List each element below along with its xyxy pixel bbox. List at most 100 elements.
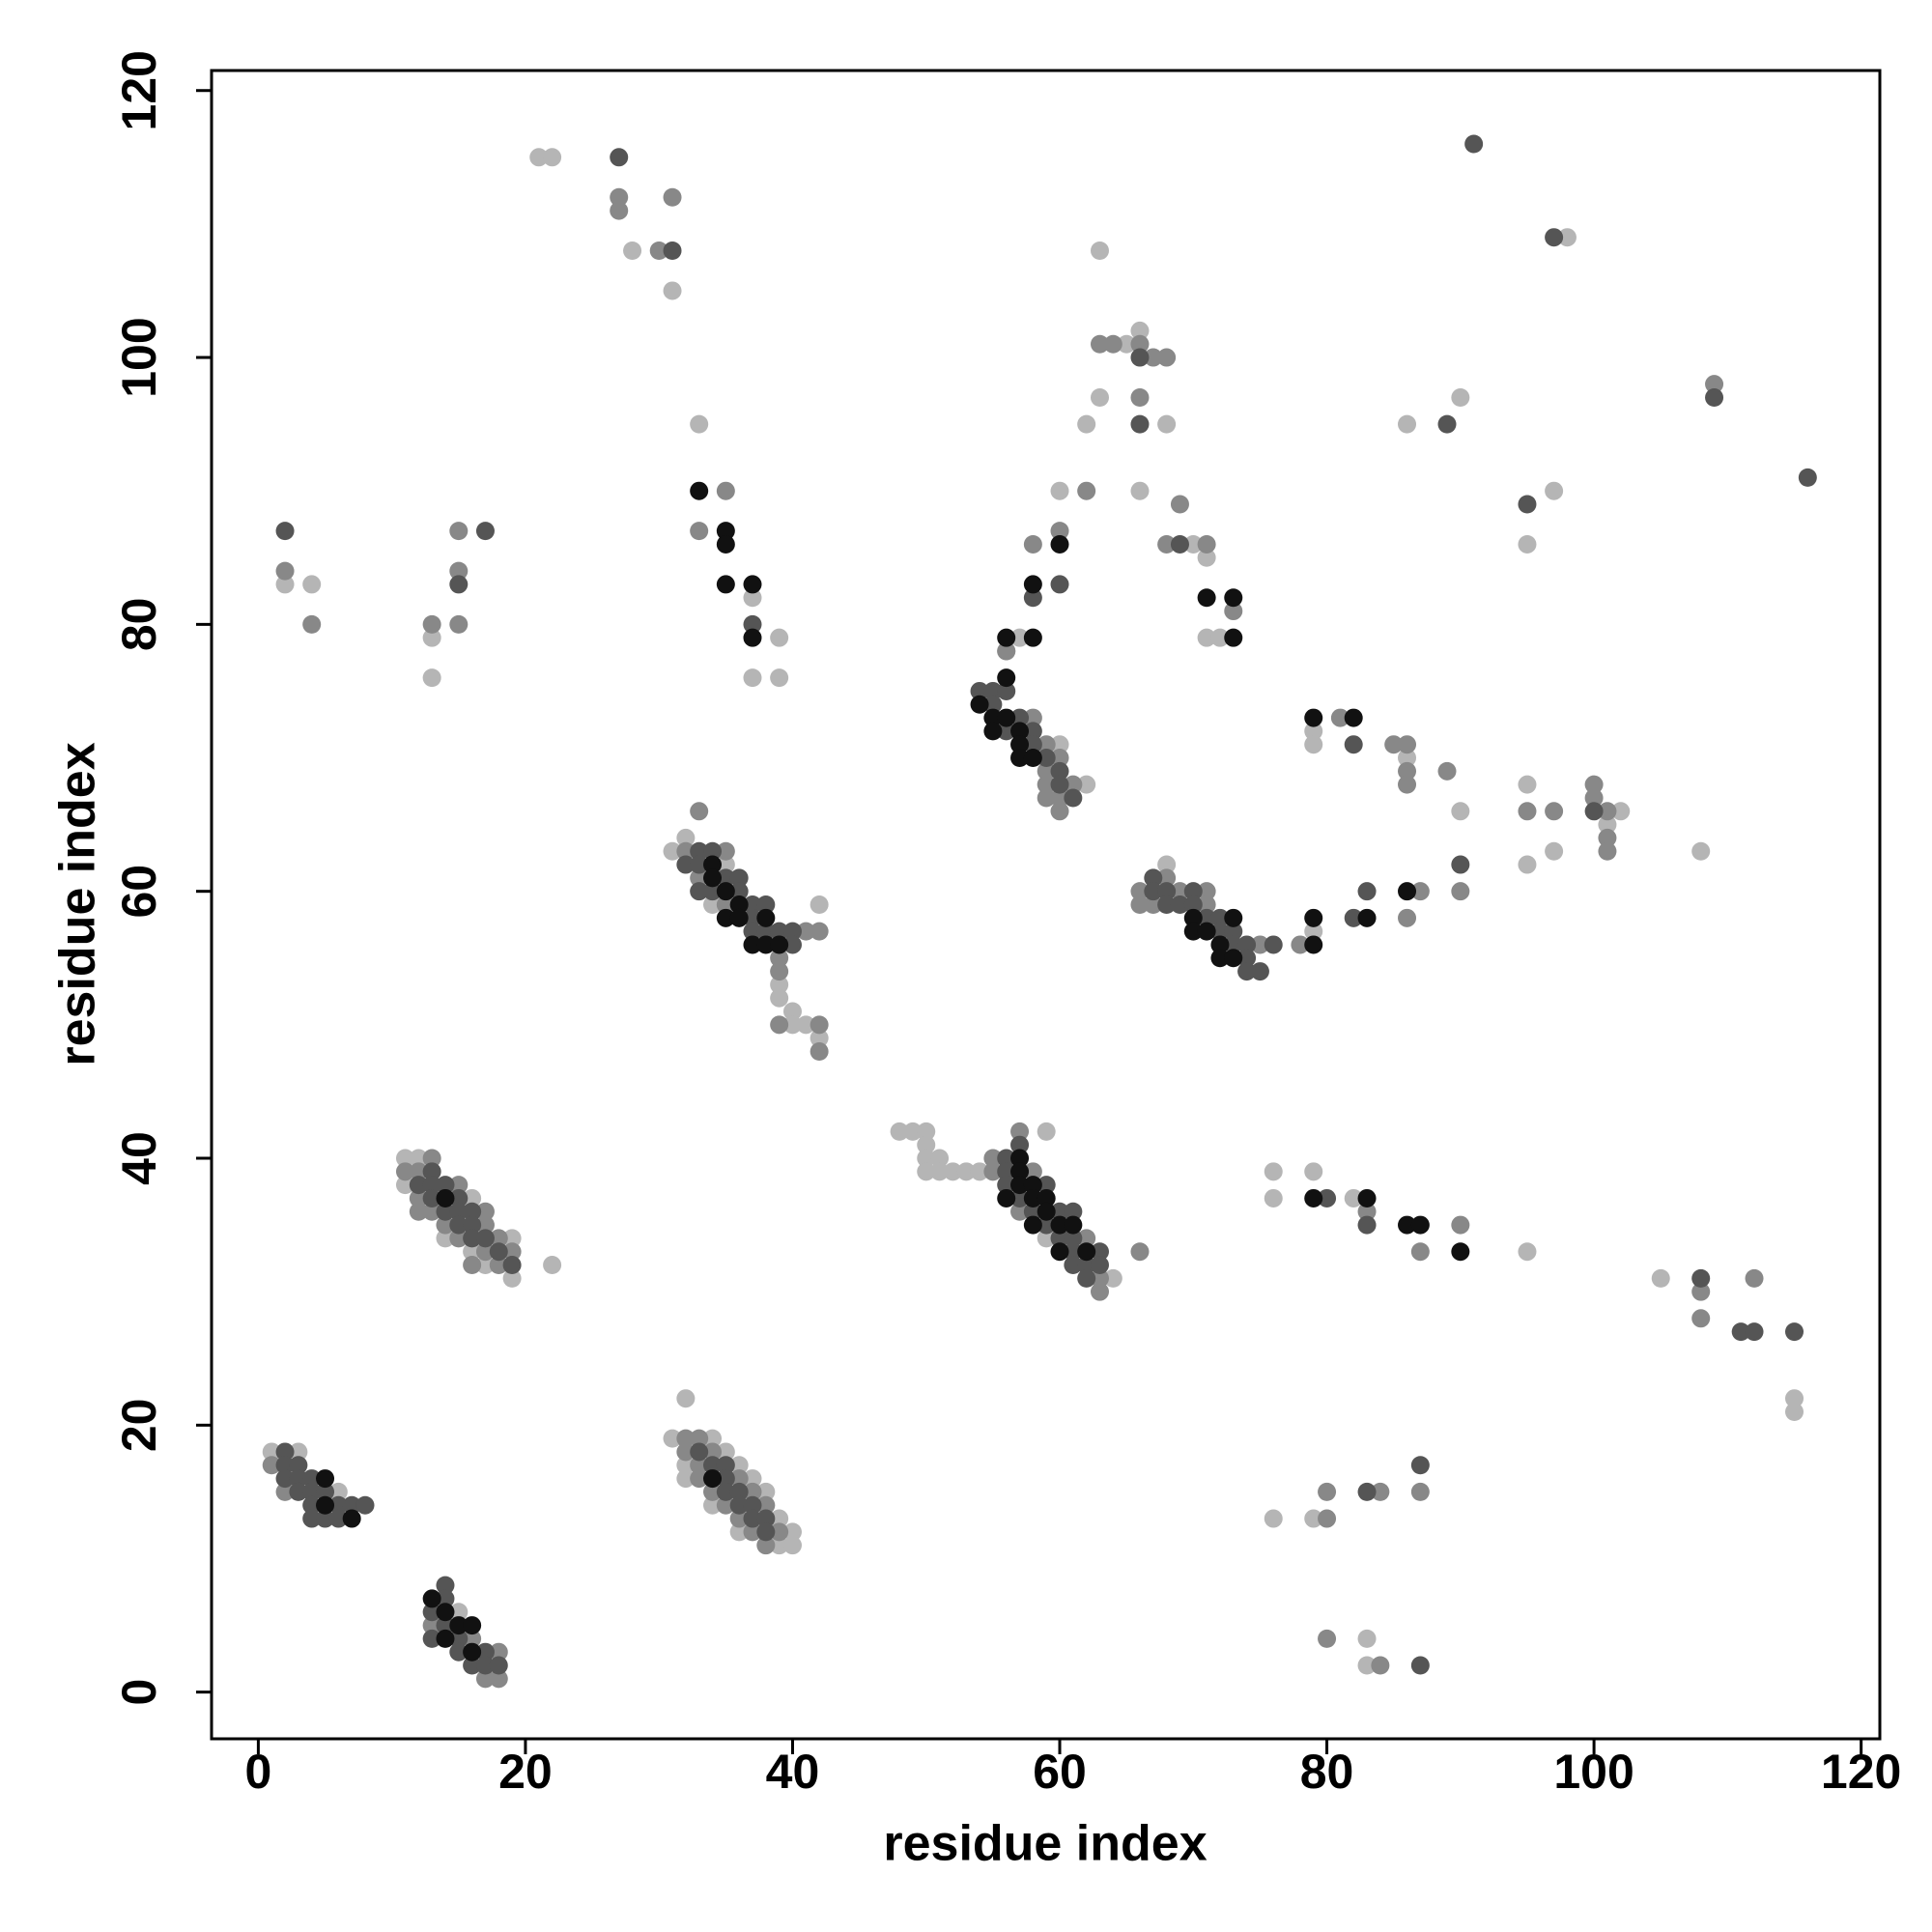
- contact-point: [449, 1215, 469, 1235]
- contact-point: [502, 1229, 522, 1248]
- contact-point: [1518, 495, 1537, 514]
- contact-point: [743, 1482, 762, 1501]
- contact-point: [1304, 908, 1323, 927]
- contact-point: [1384, 735, 1404, 754]
- contact-point: [1545, 228, 1564, 247]
- contact-point: [436, 1576, 455, 1595]
- contact-point: [1090, 1242, 1109, 1262]
- contact-point: [1064, 1202, 1083, 1221]
- contact-point: [1077, 414, 1096, 434]
- contact-point: [409, 1176, 428, 1195]
- contact-point: [756, 1482, 776, 1501]
- contact-point: [690, 1429, 709, 1448]
- contact-point: [1318, 1629, 1337, 1648]
- contact-point: [1197, 588, 1216, 608]
- contact-point: [328, 1495, 348, 1515]
- contact-point: [1050, 1202, 1069, 1221]
- contact-point: [1090, 1268, 1109, 1288]
- contact-point: [489, 1669, 508, 1689]
- contact-point: [1691, 1309, 1711, 1328]
- contact-point: [1090, 1256, 1109, 1275]
- contact-point: [1010, 749, 1030, 768]
- contact-point: [1451, 882, 1470, 901]
- contact-point: [890, 1122, 909, 1141]
- contact-point: [1437, 761, 1457, 781]
- contact-point: [690, 1442, 709, 1462]
- contact-point: [1304, 1509, 1323, 1528]
- contact-point: [449, 614, 469, 634]
- contact-point: [1691, 841, 1711, 861]
- contact-point: [1103, 334, 1122, 354]
- contact-point: [1304, 735, 1323, 754]
- contact-point: [716, 882, 735, 901]
- contact-point: [1050, 775, 1069, 794]
- contact-point: [690, 1456, 709, 1475]
- contact-point: [1050, 481, 1069, 500]
- contact-point: [275, 1469, 295, 1489]
- contact-point: [475, 1642, 495, 1662]
- contact-point: [983, 1162, 1003, 1181]
- contact-point: [743, 935, 762, 954]
- contact-point: [449, 1616, 469, 1635]
- contact-point: [770, 975, 789, 994]
- contact-point: [409, 1162, 428, 1181]
- contact-point: [1210, 922, 1230, 941]
- contact-point: [1077, 1268, 1096, 1288]
- contact-point: [1023, 1215, 1042, 1235]
- contact-point: [743, 895, 762, 914]
- contact-point: [716, 575, 735, 594]
- contact-point: [436, 1202, 455, 1221]
- x-tick-label: 100: [1553, 1745, 1634, 1799]
- x-tick-label: 20: [498, 1745, 553, 1799]
- contact-point: [1157, 855, 1177, 874]
- contact-point: [449, 1603, 469, 1622]
- contact-point: [770, 922, 789, 941]
- contact-point: [770, 1536, 789, 1555]
- contact-point: [997, 708, 1016, 727]
- contact-point: [1224, 588, 1243, 608]
- contact-point: [1023, 735, 1042, 754]
- contact-point: [1210, 935, 1230, 954]
- contact-point: [1798, 468, 1817, 487]
- contact-point: [1144, 882, 1163, 901]
- contact-point: [1731, 1322, 1750, 1342]
- contact-point: [983, 681, 1003, 700]
- contact-point: [810, 895, 829, 914]
- contact-point: [1705, 375, 1724, 394]
- contact-point: [422, 1202, 441, 1221]
- contact-point: [1357, 1202, 1377, 1221]
- contact-point: [1398, 749, 1417, 768]
- contact-point: [1077, 1242, 1096, 1262]
- contact-point: [1304, 722, 1323, 741]
- contact-point: [302, 1469, 322, 1489]
- contact-point: [1037, 775, 1056, 794]
- contact-point: [703, 1429, 723, 1448]
- contact-point: [422, 1188, 441, 1208]
- contact-point: [716, 534, 735, 554]
- contact-point: [1210, 908, 1230, 927]
- contact-point: [943, 1162, 962, 1181]
- contact-point: [395, 1149, 414, 1168]
- contact-point: [475, 1202, 495, 1221]
- contact-point: [1183, 882, 1203, 901]
- contact-point: [1037, 749, 1056, 768]
- contact-point: [436, 1629, 455, 1648]
- contact-point: [1651, 1268, 1670, 1288]
- contact-point: [1010, 1202, 1030, 1221]
- contact-point: [1210, 628, 1230, 647]
- contact-point: [1304, 1188, 1323, 1208]
- contact-point: [970, 681, 989, 700]
- contact-point: [1130, 1242, 1150, 1262]
- contact-point: [1344, 1188, 1363, 1208]
- contact-point: [1157, 534, 1177, 554]
- contact-point: [436, 1215, 455, 1235]
- contact-point: [610, 148, 629, 167]
- contact-point: [436, 1176, 455, 1195]
- contact-point: [1010, 1176, 1030, 1195]
- contact-point: [1237, 949, 1257, 968]
- contact-point: [1451, 802, 1470, 821]
- contact-point: [997, 1188, 1016, 1208]
- contact-point: [997, 641, 1016, 661]
- contact-point: [1117, 334, 1136, 354]
- contact-point: [1451, 855, 1470, 874]
